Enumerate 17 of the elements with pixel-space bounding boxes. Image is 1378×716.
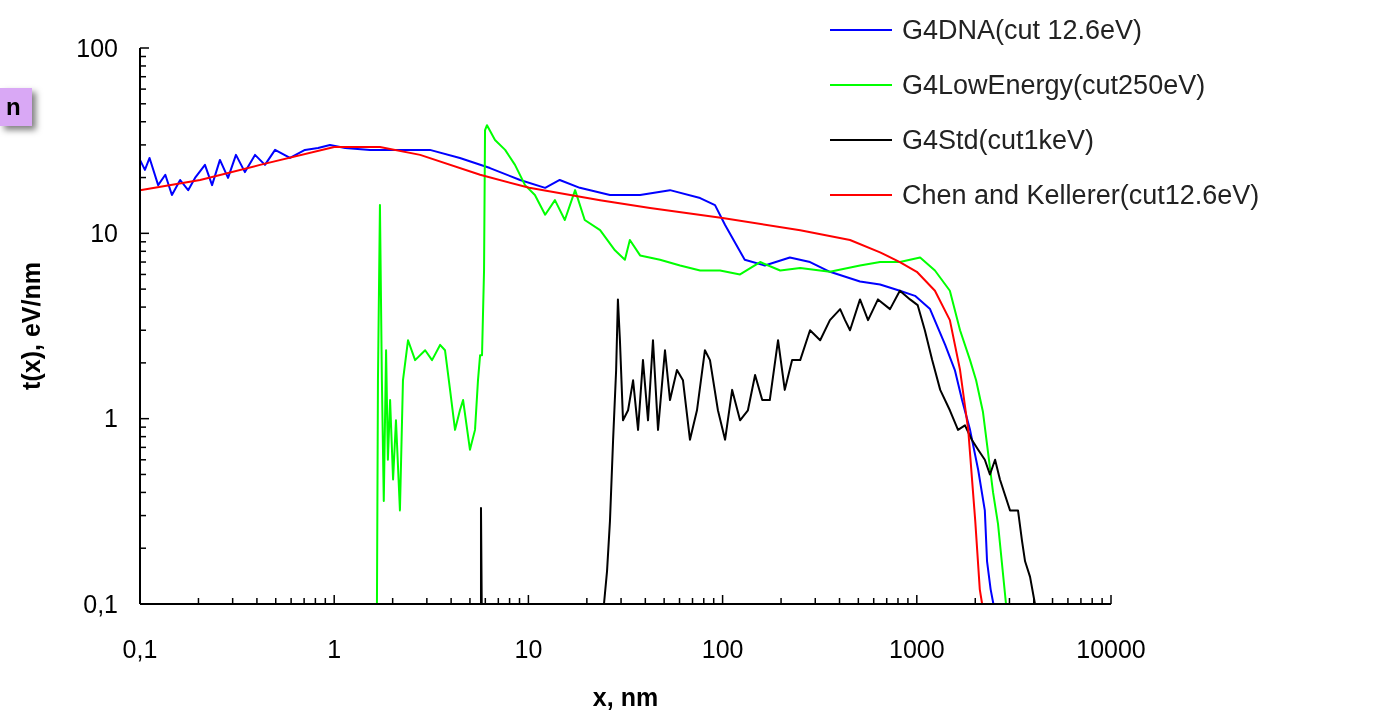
text: n (6, 93, 21, 121)
y-tick-label: 100 (76, 33, 118, 62)
y-axis-title: t(x), eV/nm (17, 262, 45, 390)
x-tick-label: 1 (327, 635, 342, 663)
legend-label: G4Std(cut1keV) (902, 125, 1095, 156)
x-tick-label: 0,1 (122, 635, 158, 663)
legend-label: Chen and Kellerer(cut12.6eV) (902, 180, 1260, 211)
x-axis-title: x, nm (592, 683, 659, 711)
x-tick-label: 1000 (888, 635, 945, 663)
x-tick-label: 100 (701, 635, 744, 663)
x-tick-label: 10000 (1076, 635, 1146, 663)
y-tick-label: 1 (104, 404, 118, 433)
legend-label: G4LowEnergy(cut250eV) (902, 70, 1206, 101)
y-tick-label: 10 (90, 219, 118, 248)
legend-label: G4DNA(cut 12.6eV) (902, 15, 1143, 46)
y-tick-label: 0,1 (83, 589, 118, 618)
x-tick-label: 10 (514, 635, 543, 663)
